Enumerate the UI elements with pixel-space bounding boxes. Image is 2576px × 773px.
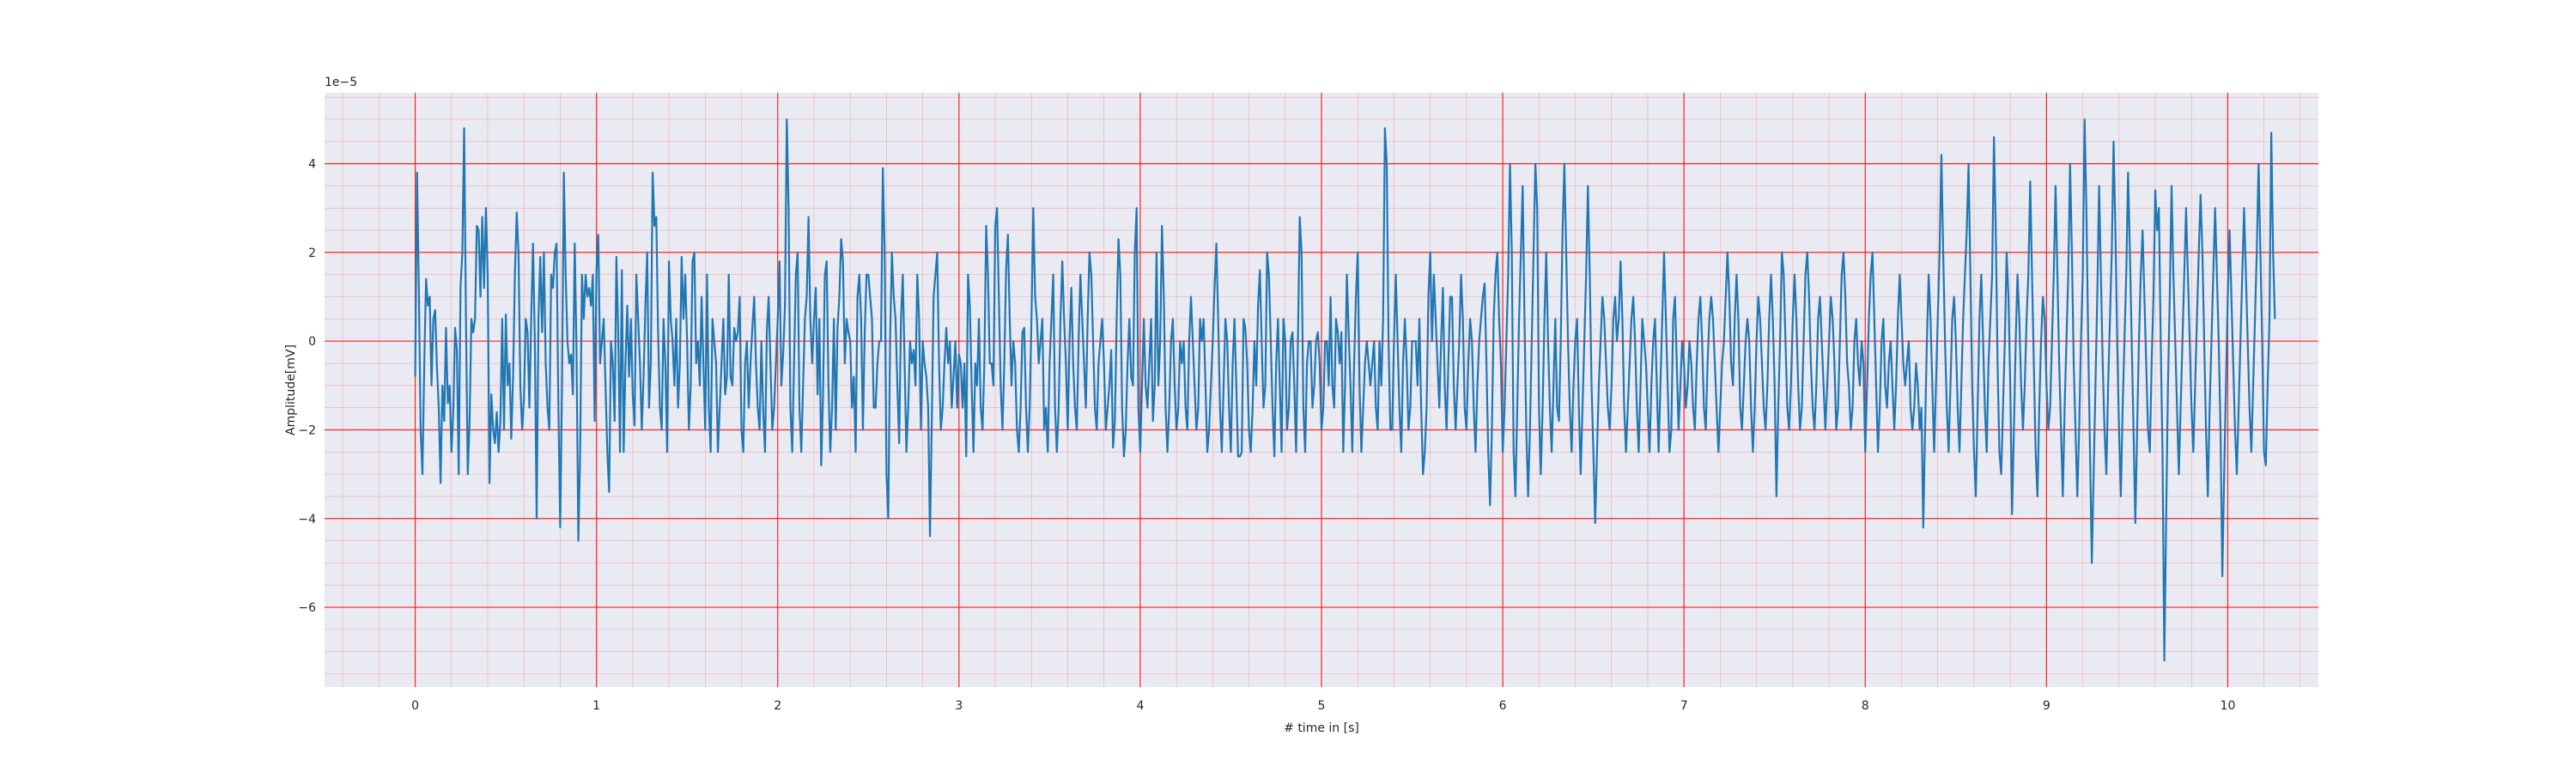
x-tick-label: 3 — [955, 699, 963, 713]
x-tick-label: 1 — [592, 699, 600, 713]
y-tick-label: −6 — [298, 601, 316, 615]
x-tick-label: 10 — [2221, 699, 2236, 713]
y-tick-label: 0 — [308, 335, 316, 349]
y-axis-ticks: −6 −4 −2 0 2 4 — [298, 158, 316, 615]
x-tick-label: 7 — [1680, 699, 1688, 713]
y-tick-label: 2 — [308, 247, 316, 260]
x-tick-label: 4 — [1136, 699, 1144, 713]
series-layer — [414, 118, 2276, 662]
y-tick-label: −4 — [298, 513, 316, 526]
y-axis-offset-label: 1e−5 — [325, 76, 357, 89]
x-tick-label: 0 — [411, 699, 419, 713]
x-tick-label: 2 — [774, 699, 781, 713]
x-axis-ticks: 0 1 2 3 4 5 6 7 8 9 10 — [411, 699, 2235, 713]
x-axis-label: # time in [s] — [1284, 721, 1359, 735]
y-tick-label: −2 — [298, 423, 316, 437]
series-line-0 — [414, 118, 2276, 662]
y-axis-label: Amplitude[mV] — [284, 344, 298, 435]
y-tick-label: 4 — [308, 158, 316, 172]
x-tick-label: 8 — [1862, 699, 1869, 713]
x-tick-label: 6 — [1499, 699, 1507, 713]
x-tick-label: 5 — [1318, 699, 1326, 713]
x-tick-label: 9 — [2043, 699, 2050, 713]
